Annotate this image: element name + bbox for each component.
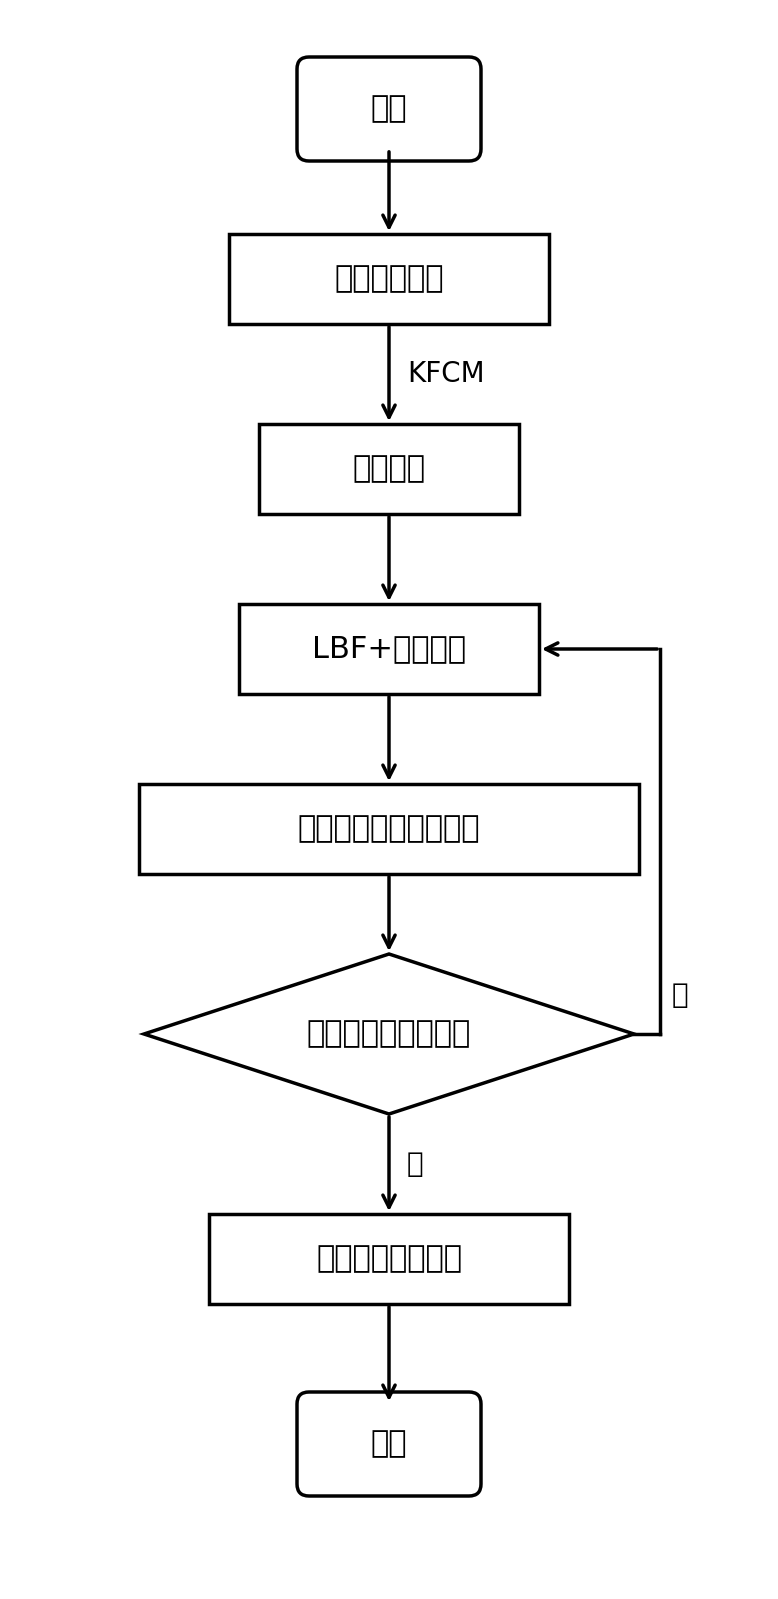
Text: 否: 否 [672, 982, 689, 1009]
Text: 输入图像样本: 输入图像样本 [335, 264, 443, 294]
Text: 初始轮廓: 初始轮廓 [352, 454, 426, 483]
FancyBboxPatch shape [297, 1393, 481, 1497]
Text: 梯度下降不断更新轮廓: 梯度下降不断更新轮廓 [298, 814, 480, 844]
FancyBboxPatch shape [297, 58, 481, 161]
FancyBboxPatch shape [209, 1214, 569, 1305]
FancyBboxPatch shape [239, 604, 539, 694]
Polygon shape [144, 955, 634, 1115]
Text: 输出图像分割结果: 输出图像分割结果 [316, 1244, 462, 1273]
Text: 迭代误差是否满足？: 迭代误差是否满足？ [307, 1020, 471, 1049]
FancyBboxPatch shape [259, 424, 519, 513]
Text: 是: 是 [407, 1150, 424, 1178]
Text: 开始: 开始 [371, 94, 407, 123]
Text: 结束: 结束 [371, 1430, 407, 1458]
FancyBboxPatch shape [229, 233, 549, 325]
Text: LBF+边缘拟合: LBF+边缘拟合 [312, 635, 466, 664]
Text: KFCM: KFCM [407, 360, 485, 389]
FancyBboxPatch shape [139, 784, 639, 875]
